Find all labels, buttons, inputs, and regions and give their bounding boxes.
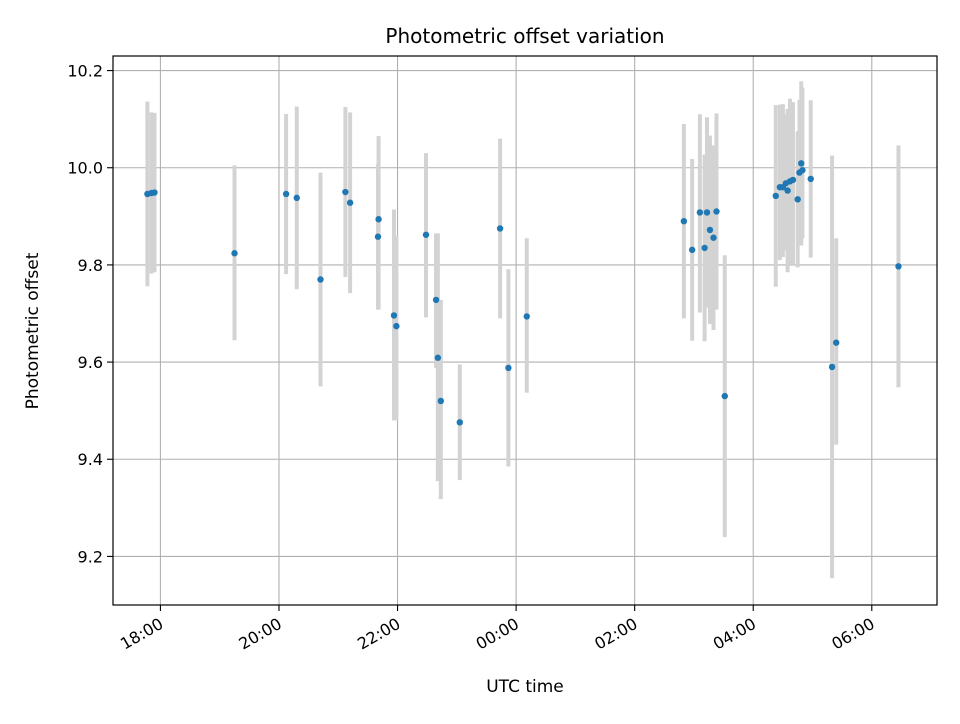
data-point (374, 233, 382, 240)
data-point (706, 226, 714, 234)
data-point (432, 296, 440, 304)
data-point (721, 392, 728, 400)
x-tick-label: 04:00 (710, 614, 759, 654)
data-point (346, 199, 354, 206)
x-tick-label: 02:00 (591, 614, 640, 654)
data-point (828, 363, 836, 371)
y-tick-label: 9.4 (78, 450, 103, 469)
data-point (434, 354, 442, 361)
data-point (393, 322, 400, 330)
data-point (151, 189, 158, 196)
data-point (784, 187, 791, 194)
data-point (293, 194, 300, 202)
y-tick-label: 9.6 (78, 353, 103, 372)
data-point (701, 244, 708, 252)
grid (113, 56, 937, 605)
data-point (680, 217, 688, 225)
data-points (144, 160, 902, 426)
data-point (456, 419, 463, 426)
data-point (807, 175, 814, 183)
error-bars (145, 81, 901, 579)
data-point (422, 231, 430, 238)
plot-area-frame (112, 55, 938, 606)
data-point (895, 263, 902, 270)
data-point (789, 176, 797, 184)
data-point (390, 312, 398, 319)
data-point (772, 192, 779, 200)
data-point (799, 166, 806, 174)
data-point (523, 313, 530, 320)
y-tick-label: 9.2 (78, 547, 103, 566)
y-axis-ticks: 9.2 9.4 9.6 9.8 10.0 10.2 (67, 62, 113, 566)
data-point (794, 196, 801, 203)
x-tick-label: 22:00 (354, 614, 403, 654)
data-point (505, 364, 512, 372)
x-tick-label: 00:00 (473, 614, 522, 654)
y-tick-label: 10.0 (67, 159, 103, 178)
data-point (713, 208, 720, 215)
data-point (342, 188, 349, 196)
y-axis-label: Photometric offset (23, 252, 43, 409)
data-point (710, 234, 717, 241)
data-point (231, 250, 238, 257)
y-tick-label: 10.2 (67, 62, 103, 81)
data-point (703, 209, 711, 216)
data-point (282, 190, 290, 198)
x-axis-label: UTC time (486, 677, 564, 697)
data-point (696, 209, 704, 216)
data-point (833, 339, 840, 346)
x-tick-label: 20:00 (236, 614, 285, 654)
data-point (437, 397, 445, 405)
data-point (798, 160, 805, 167)
x-tick-label: 06:00 (828, 614, 877, 654)
x-tick-label: 18:00 (117, 614, 166, 654)
chart-title: Photometric offset variation (385, 24, 664, 48)
data-point (375, 216, 382, 223)
x-axis-ticks: 18:00 20:00 22:00 00:00 02:00 04:00 06:00 (117, 605, 878, 654)
data-point (317, 276, 324, 283)
data-point (496, 225, 504, 232)
y-tick-label: 9.8 (78, 256, 103, 275)
data-point (688, 246, 696, 254)
